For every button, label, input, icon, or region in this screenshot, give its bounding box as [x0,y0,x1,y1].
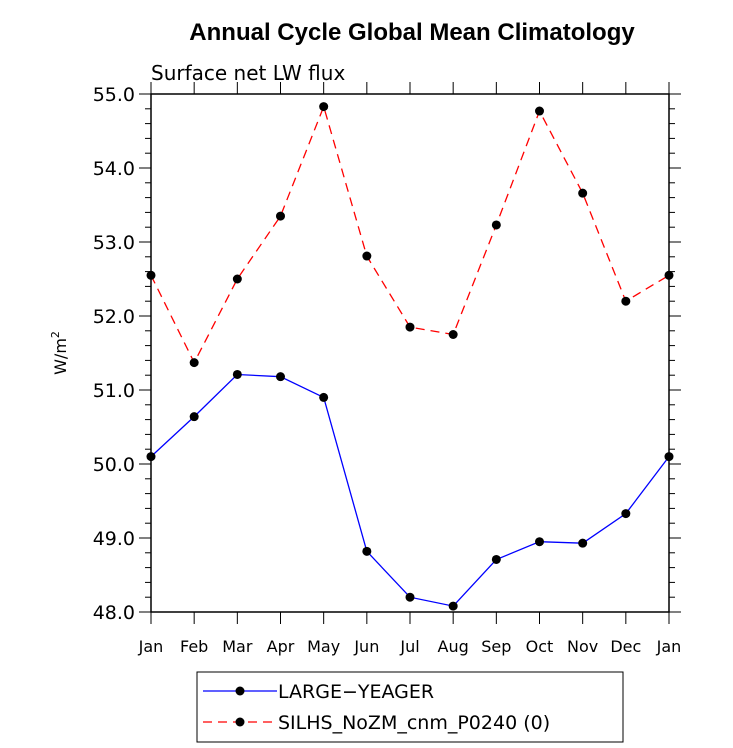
x-tick-label: Jun [353,637,379,656]
y-tick-label: 53.0 [93,232,135,254]
x-tick-label: Dec [610,637,641,656]
series-1-point [319,392,329,402]
x-tick-label: Aug [438,637,469,656]
series-1-point [232,369,242,379]
x-tick-label: Jul [399,637,419,656]
legend-box [196,671,624,743]
series-layer [146,102,674,611]
series-2-point [362,251,372,261]
chart-subtitle: Surface net LW flux [151,61,345,85]
y-tick-labels: 48.0 49.0 50.0 51.0 52.0 53.0 54.0 55.0 [93,84,135,624]
plot-frame [150,93,670,613]
x-tick-label: Nov [567,637,598,656]
y-tick-label: 52.0 [93,306,135,328]
series-1-point [535,537,544,547]
series-2-point [621,296,631,306]
series-1-point [276,372,285,382]
x-tick-label: Oct [526,637,554,656]
x-tick-label: Sep [481,637,511,656]
series-2-point [232,274,242,284]
legend-marker-2 [235,717,245,727]
y-tick-label: 48.0 [93,602,135,624]
y-axis-label: W/m2 [49,331,70,375]
y-axis-label-base: W/m [51,338,70,375]
series-1-point [189,412,199,422]
x-tick-labels: Jan Feb Mar Apr May Jun Jul Aug Sep Oct Nov Dec Jan [138,637,682,656]
legend-label-2: SILHS_NoZM_cnm_P0240 (0) [278,712,550,734]
y-tick-label: 50.0 [93,454,135,476]
series-2-point [276,211,285,221]
legend-label-1: LARGE−YEAGER [278,681,434,703]
legend-item-1: LARGE−YEAGER [203,681,434,703]
legend-marker-1 [235,686,245,696]
x-tick-label: Jan [138,637,164,656]
series-2-point [189,358,199,368]
y-tick-label: 54.0 [93,158,135,180]
series-2-point [535,106,544,116]
series-2-point [448,330,458,339]
x-tick-label: Apr [267,637,295,656]
tick-marks [139,82,681,624]
x-tick-label: Mar [222,637,253,656]
legend-item-2: SILHS_NoZM_cnm_P0240 (0) [203,712,550,734]
series-2-point [319,102,329,112]
x-tick-label: Feb [180,637,208,656]
svg-text:W/m2: W/m2 [49,331,70,375]
legend: LARGE−YEAGER SILHS_NoZM_cnm_P0240 (0) [196,671,624,743]
x-tick-label: May [307,637,340,656]
series-1-point [448,601,458,611]
series-1-point [491,554,501,564]
series-1-point [362,546,372,556]
series-1-point [578,538,588,548]
series-1-point [405,592,415,602]
y-tick-label: 51.0 [93,380,135,402]
x-tick-label: Jan [656,637,682,656]
series-2-point [405,322,415,332]
series-1-point [621,509,631,519]
chart-title: Annual Cycle Global Mean Climatology [189,19,635,46]
series-2-point [578,188,588,198]
series-2-point [491,220,501,230]
y-axis-label-exponent: 2 [49,331,62,338]
y-tick-label: 55.0 [93,84,135,106]
y-tick-label: 49.0 [93,528,135,550]
series-line-1 [150,373,670,607]
